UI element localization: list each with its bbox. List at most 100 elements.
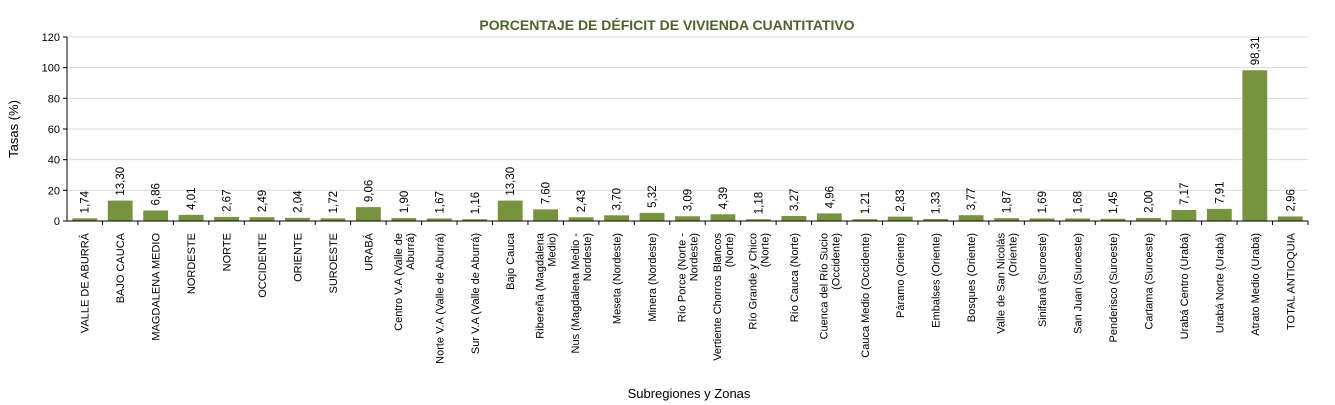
bar-34 [1277, 216, 1303, 221]
bar-18 [710, 214, 736, 221]
category-label-line: Aburrá) [405, 233, 417, 270]
data-label-22: 1,21 [860, 192, 872, 214]
bar-15 [604, 215, 629, 221]
category-label-17: Río Porce (Norte -Nordeste) [677, 233, 701, 323]
category-label-line: Centro V.A (Valle de [393, 233, 405, 331]
category-label-line: San Juan (Suroeste) [1073, 233, 1085, 334]
category-label-line: Urabá Centro (Urabá) [1179, 233, 1191, 339]
bar-28 [1065, 218, 1090, 221]
data-label-27: 1,69 [1037, 191, 1049, 213]
category-label-22: Cauca Medio (Occidente) [860, 233, 872, 358]
bar-6 [285, 217, 310, 221]
category-label-line: Valle de San Nicolás [996, 233, 1008, 334]
data-label-18: 4,39 [718, 187, 730, 209]
category-label-9: Centro V.A (Valle deAburrá) [393, 233, 417, 331]
category-label-line: Medio) [547, 233, 559, 267]
bar-12 [497, 200, 523, 221]
y-tick-label-4: 80 [48, 93, 60, 105]
category-label-line: Nordeste) [582, 233, 594, 281]
category-label-line: Norte V.A (Valle de Aburrá) [434, 233, 446, 364]
category-label-line: (Norte) [759, 233, 771, 267]
data-label-23: 2,83 [895, 189, 907, 211]
category-label-20: Río Cauca (Norte) [789, 233, 801, 322]
data-label-13: 7,60 [541, 182, 553, 204]
bar-7 [320, 218, 346, 221]
bar-29 [1100, 218, 1126, 221]
bar-32 [1206, 208, 1232, 221]
data-label-24: 1,33 [931, 192, 943, 214]
data-label-20: 3,27 [789, 189, 801, 211]
data-label-26: 1,87 [1002, 191, 1014, 213]
category-label-7: SUROESTE [328, 233, 340, 294]
bar-9 [391, 218, 417, 221]
data-label-3: 4,01 [186, 187, 198, 209]
category-label-line: Cartama (Suroeste) [1143, 233, 1155, 330]
y-axis-ticks: 0 20 40 60 80 100 120 [42, 32, 67, 228]
y-tick-label-5: 100 [42, 63, 60, 75]
y-tick-label-3: 60 [48, 124, 60, 136]
data-label-31: 7,17 [1179, 183, 1191, 205]
bar-13 [533, 209, 559, 221]
bar-14 [568, 217, 594, 221]
data-label-15: 3,70 [612, 188, 624, 210]
data-label-17: 3,09 [683, 189, 695, 211]
category-label-29: Penderisco (Suroeste) [1108, 233, 1120, 342]
data-label-32: 7,91 [1214, 181, 1226, 203]
data-label-34: 2,96 [1285, 189, 1297, 211]
category-label-23: Páramo (Oriente) [895, 233, 907, 318]
bar-11 [462, 219, 488, 221]
x-axis-title: Subregiones y Zonas [628, 386, 751, 401]
category-label-28: San Juan (Suroeste) [1073, 233, 1085, 334]
category-label-21: Cuenca del Río Sucio(Occidente) [818, 233, 842, 339]
data-label-1: 13,30 [115, 167, 127, 196]
data-label-9: 1,90 [399, 191, 411, 213]
category-label-line: Páramo (Oriente) [895, 233, 907, 318]
data-label-28: 1,68 [1073, 191, 1085, 213]
bar-2 [143, 210, 169, 221]
category-label-16: Minera (Nordeste) [647, 233, 659, 322]
y-tick-label-0: 0 [54, 216, 60, 228]
category-label-line: (Oriente) [1008, 233, 1020, 276]
category-label-0: VALLE DE ABURRÁ [79, 232, 92, 333]
category-label-line: Sur V.A (Valle de Aburrá) [470, 233, 482, 354]
y-tick-label-2: 40 [48, 155, 60, 167]
bar-23 [887, 216, 913, 221]
bar-16 [639, 212, 665, 221]
bar-24 [923, 218, 949, 221]
category-label-4: NORTE [222, 233, 234, 271]
category-label-line: OCCIDENTE [257, 233, 269, 298]
category-label-line: NORDESTE [186, 233, 198, 294]
bar-10 [426, 218, 452, 221]
data-label-14: 2,43 [576, 190, 588, 212]
bars [72, 70, 1303, 222]
y-tick-label-1: 20 [48, 185, 60, 197]
category-label-line: Nus (Magdalena Medio - [570, 233, 582, 354]
data-label-25: 3,77 [966, 188, 978, 210]
chart-title: PORCENTAJE DE DÉFICIT DE VIVIENDA CUANTI… [479, 17, 854, 33]
category-label-line: (Occidente) [830, 233, 842, 290]
category-label-11: Sur V.A (Valle de Aburrá) [470, 233, 482, 354]
bar-19 [746, 219, 771, 221]
bar-3 [178, 214, 204, 221]
data-label-19: 1,18 [753, 192, 765, 214]
data-label-21: 4,96 [824, 186, 836, 208]
category-label-32: Urabá Norte (Urabá) [1214, 233, 1226, 333]
data-label-8: 9,06 [363, 180, 375, 202]
data-label-30: 2,00 [1143, 191, 1155, 213]
bar-25 [958, 215, 984, 221]
data-label-10: 1,67 [434, 191, 446, 213]
bar-30 [1136, 217, 1161, 221]
category-label-8: URABÁ [362, 232, 375, 271]
category-label-line: Río Porce (Norte - [677, 233, 689, 323]
category-label-line: Río Cauca (Norte) [789, 233, 801, 322]
data-label-6: 2,04 [292, 190, 304, 213]
category-label-line: VALLE DE ABURRÁ [79, 232, 92, 333]
bar-17 [675, 216, 700, 221]
y-tick-label-6: 120 [42, 32, 60, 44]
bar-21 [816, 213, 842, 221]
bar-22 [852, 219, 878, 221]
data-label-16: 5,32 [647, 185, 659, 207]
bar-4 [214, 216, 239, 221]
category-label-line: Ribereña (Magdalena [535, 232, 547, 339]
